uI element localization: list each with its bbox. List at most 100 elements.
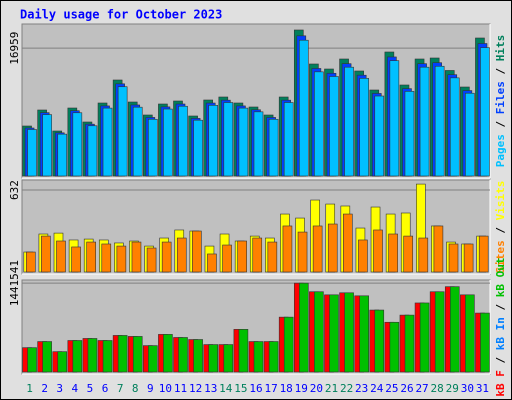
bar bbox=[448, 243, 459, 273]
bar bbox=[419, 66, 430, 177]
bar bbox=[283, 102, 294, 177]
x-tick-label: 5 bbox=[87, 382, 94, 395]
bar bbox=[253, 341, 264, 373]
x-tick-label: 6 bbox=[102, 382, 109, 395]
x-tick-label: 23 bbox=[355, 382, 368, 395]
bar bbox=[178, 105, 188, 177]
bar bbox=[102, 107, 113, 177]
bar bbox=[389, 321, 400, 373]
bar bbox=[42, 341, 52, 373]
legend-entry: Visits bbox=[494, 181, 507, 221]
bar bbox=[57, 351, 68, 373]
bar bbox=[131, 241, 142, 273]
bar bbox=[117, 86, 128, 177]
x-tick-label: 15 bbox=[234, 382, 247, 395]
bar bbox=[207, 253, 217, 273]
bar bbox=[329, 294, 339, 373]
bar bbox=[358, 239, 368, 273]
bar bbox=[117, 335, 128, 373]
legend-entry: kB In bbox=[494, 317, 507, 350]
legend-entry: Files bbox=[494, 81, 507, 114]
bar bbox=[480, 47, 490, 177]
legend-separator: / bbox=[494, 114, 507, 134]
bar bbox=[404, 314, 415, 373]
bar bbox=[163, 334, 173, 373]
bar bbox=[374, 309, 385, 373]
bar bbox=[268, 118, 279, 177]
bar bbox=[163, 108, 173, 177]
bar bbox=[359, 78, 369, 177]
bar bbox=[71, 246, 81, 273]
bar bbox=[27, 129, 37, 177]
bar bbox=[237, 240, 247, 273]
bar bbox=[87, 125, 98, 177]
bar bbox=[465, 294, 475, 373]
bar bbox=[116, 245, 127, 273]
y-tick-label: 632 bbox=[8, 180, 21, 200]
x-tick-label: 11 bbox=[174, 382, 187, 395]
bar bbox=[344, 66, 354, 177]
x-tick-label: 24 bbox=[370, 382, 384, 395]
bar bbox=[283, 316, 294, 373]
x-tick-label: 8 bbox=[132, 382, 139, 395]
bar bbox=[434, 65, 445, 177]
bar bbox=[57, 133, 68, 177]
x-tick-label: 1 bbox=[26, 382, 33, 395]
bar bbox=[433, 225, 444, 273]
x-tick-label: 18 bbox=[280, 382, 293, 395]
bar bbox=[449, 77, 460, 177]
bar bbox=[193, 339, 203, 373]
bar bbox=[25, 251, 36, 273]
bar bbox=[419, 302, 430, 373]
bar bbox=[373, 229, 383, 273]
bar bbox=[465, 92, 475, 177]
x-tick-label: 28 bbox=[431, 382, 444, 395]
bar bbox=[298, 282, 309, 373]
bar bbox=[161, 241, 172, 273]
x-tick-label: 16 bbox=[249, 382, 262, 395]
x-tick-label: 2 bbox=[41, 382, 48, 395]
legend-entry: Hits bbox=[494, 35, 507, 62]
bar bbox=[344, 292, 354, 373]
bar bbox=[87, 338, 98, 373]
legend-separator: / bbox=[494, 297, 507, 317]
bar bbox=[42, 114, 52, 177]
bar bbox=[192, 230, 202, 273]
legend-separator: / bbox=[494, 61, 507, 81]
legend-entry: kB F bbox=[494, 370, 507, 397]
bar bbox=[41, 235, 51, 273]
bar bbox=[148, 345, 158, 373]
bar bbox=[359, 295, 369, 373]
x-tick-label: 12 bbox=[189, 382, 202, 395]
bar bbox=[298, 39, 309, 177]
bar bbox=[268, 341, 279, 373]
legend-separator: / bbox=[494, 220, 507, 240]
bar bbox=[148, 118, 158, 177]
y-tick-label: 1441541 bbox=[8, 260, 21, 306]
bar bbox=[343, 213, 353, 273]
bar bbox=[312, 225, 323, 273]
bar bbox=[418, 237, 429, 273]
bar bbox=[208, 105, 219, 177]
x-tick-label: 25 bbox=[385, 382, 398, 395]
bar bbox=[193, 119, 203, 177]
bar bbox=[253, 111, 264, 177]
x-tick-label: 27 bbox=[415, 382, 428, 395]
x-tick-label: 14 bbox=[219, 382, 233, 395]
bar bbox=[132, 336, 143, 373]
x-tick-label: 22 bbox=[340, 382, 353, 395]
bar bbox=[223, 102, 234, 177]
bar bbox=[238, 329, 249, 373]
x-tick-label: 30 bbox=[461, 382, 474, 395]
bar bbox=[327, 223, 338, 273]
bar bbox=[374, 95, 385, 177]
bar bbox=[178, 337, 188, 373]
bar bbox=[314, 291, 324, 373]
bar bbox=[56, 240, 66, 273]
x-tick-label: 19 bbox=[295, 382, 308, 395]
x-tick-label: 26 bbox=[400, 382, 413, 395]
x-tick-label: 7 bbox=[117, 382, 124, 395]
bar bbox=[282, 225, 293, 273]
bar bbox=[72, 340, 83, 373]
bar bbox=[238, 107, 249, 177]
